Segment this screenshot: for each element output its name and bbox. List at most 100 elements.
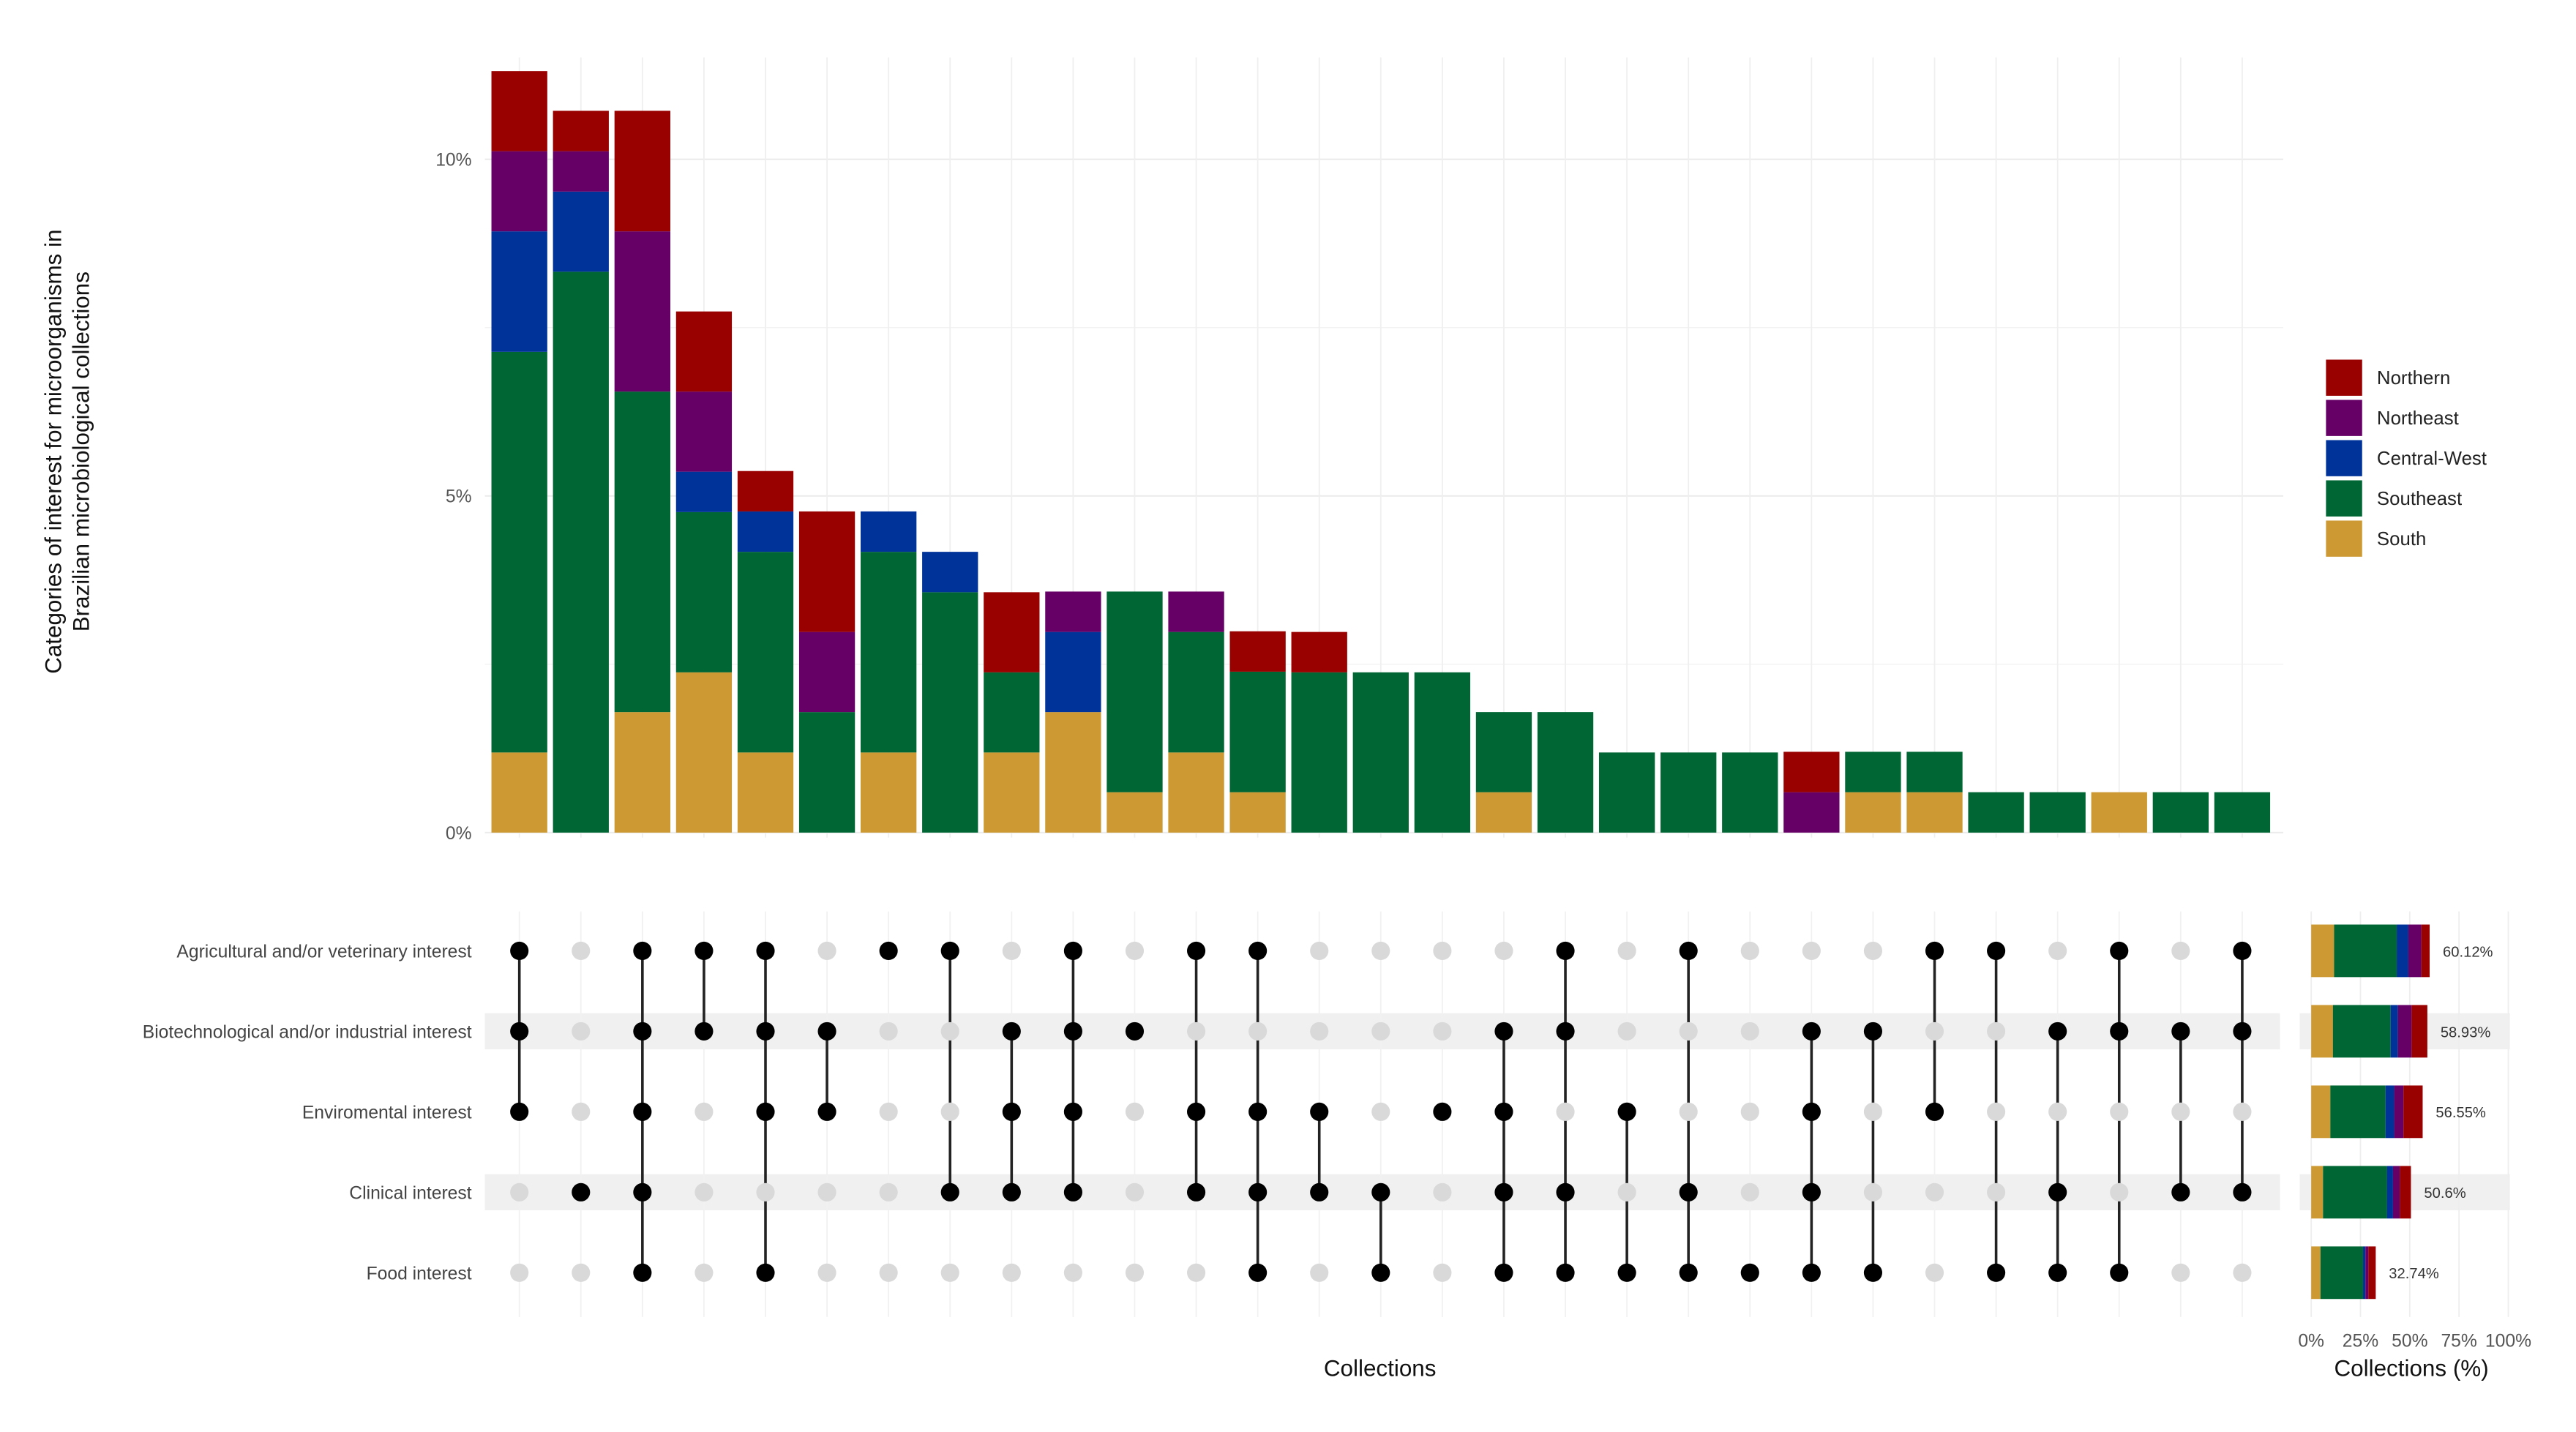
bar-segment-northeast — [1168, 591, 1224, 632]
intersection-dot-filled — [1494, 1182, 1513, 1202]
bar-segment-south — [861, 752, 917, 833]
set-size-label: 32.74% — [2389, 1266, 2439, 1282]
intersection-dot-empty — [2171, 1263, 2190, 1282]
intersection-dot-empty — [1433, 1021, 1452, 1041]
intersection-dot-filled — [2048, 1021, 2067, 1041]
intersection-dot-filled — [1248, 1182, 1268, 1202]
set-size-segment-central-west — [2363, 1246, 2366, 1300]
bar-segment-central-west — [1045, 631, 1101, 713]
bar-segment-southeast — [614, 391, 670, 713]
intersection-dot-filled — [1186, 1182, 1206, 1202]
intersection-dot-filled — [1679, 941, 1698, 960]
bar-segment-northern — [1229, 631, 1286, 672]
bar-segment-northeast — [1045, 591, 1101, 632]
intersection-dot-filled — [2110, 1263, 2129, 1282]
intersection-dot-filled — [756, 1102, 775, 1121]
intersection-dot-empty — [2171, 941, 2190, 960]
intersection-dot-filled — [633, 1021, 652, 1041]
intersection-dot-empty — [1310, 1021, 1329, 1041]
intersection-dot-empty — [1679, 1021, 1698, 1041]
bar-segment-south — [1845, 792, 1901, 833]
intersection-dot-empty — [1248, 1021, 1268, 1041]
legend-swatch-southeast — [2326, 480, 2362, 517]
bar-segment-northern — [491, 71, 547, 151]
x-axis-label: Collections — [1324, 1356, 1437, 1382]
intersection-dot-filled — [1617, 1263, 1636, 1282]
intersection-dot-filled — [817, 1102, 836, 1121]
bar-segment-south — [737, 752, 794, 833]
set-label: Agricultural and/or veterinary interest — [176, 942, 471, 961]
bar-segment-southeast — [1722, 752, 1778, 833]
intersection-dot-empty — [2233, 1263, 2252, 1282]
bar-segment-south — [984, 752, 1040, 833]
intersection-dot-empty — [2233, 1102, 2252, 1121]
intersection-dot-filled — [1556, 1263, 1575, 1282]
legend-label: Northeast — [2377, 408, 2459, 429]
legend-label: South — [2377, 529, 2426, 550]
intersection-dot-empty — [940, 1263, 959, 1282]
set-size-segment-northeast — [2365, 1246, 2369, 1300]
intersection-dot-filled — [572, 1182, 591, 1202]
legend-label: Central-West — [2377, 449, 2487, 469]
intersection-dot-empty — [756, 1182, 775, 1202]
intersection-dot-filled — [2171, 1182, 2190, 1202]
bar-segment-south — [614, 712, 670, 833]
bar-segment-southeast — [2029, 792, 2086, 833]
intersection-dot-empty — [2110, 1102, 2129, 1121]
intersection-dot-empty — [694, 1263, 714, 1282]
intersection-dot-empty — [1925, 1263, 1944, 1282]
intersection-dot-empty — [1186, 1021, 1206, 1041]
legend-swatch-central-west — [2326, 440, 2362, 476]
intersection-dot-empty — [1617, 1021, 1636, 1041]
bar-segment-southeast — [984, 672, 1040, 753]
intersection-dot-filled — [1063, 1102, 1082, 1121]
bar-segment-central-west — [737, 511, 794, 552]
set-size-segment-northeast — [2392, 1166, 2400, 1219]
set-size-segment-south — [2311, 924, 2334, 978]
intersection-dot-filled — [940, 941, 959, 960]
intersection-dot-filled — [2233, 1182, 2252, 1202]
intersection-dot-filled — [633, 1263, 652, 1282]
bar-segment-south — [1229, 792, 1286, 833]
bar-segment-northeast — [675, 391, 733, 472]
intersection-dot-empty — [1925, 1021, 1944, 1041]
intersection-dot-filled — [1433, 1102, 1452, 1121]
intersection-dot-filled — [1494, 1102, 1513, 1121]
intersection-dot-empty — [2048, 1102, 2067, 1121]
intersection-dot-filled — [510, 1021, 529, 1041]
bar-segment-central-west — [491, 231, 547, 352]
intersection-dot-empty — [1987, 1021, 2006, 1041]
intersection-dot-empty — [1310, 1263, 1329, 1282]
intersection-dot-filled — [1063, 941, 1082, 960]
intersection-dot-empty — [1125, 1182, 1145, 1202]
intersection-dot-filled — [1863, 1263, 1883, 1282]
set-size-segment-northeast — [2408, 924, 2422, 978]
legend-swatch-northern — [2326, 359, 2362, 396]
set-label: Food interest — [367, 1264, 472, 1283]
set-size-label: 56.55% — [2435, 1105, 2486, 1121]
bar-segment-southeast — [1229, 671, 1286, 792]
bar-segment-southeast — [1968, 792, 2024, 833]
intersection-dot-empty — [1556, 1102, 1575, 1121]
intersection-dot-empty — [1987, 1182, 2006, 1202]
set-size-segment-south — [2311, 1005, 2333, 1058]
intersection-dot-filled — [1063, 1021, 1082, 1041]
intersection-dot-empty — [1371, 941, 1390, 960]
bar-segment-southeast — [1475, 712, 1532, 792]
intersection-dot-filled — [756, 1263, 775, 1282]
intersection-dot-filled — [1371, 1182, 1390, 1202]
bar-segment-southeast — [737, 552, 794, 753]
intersection-dot-filled — [633, 941, 652, 960]
bar-segment-southeast — [798, 712, 855, 833]
intersection-dot-filled — [1802, 1102, 1821, 1121]
intersection-dot-empty — [879, 1021, 898, 1041]
y-axis-label-line1: Categories of interest for microorganism… — [41, 229, 67, 673]
intersection-dot-empty — [940, 1102, 959, 1121]
intersection-dot-filled — [1125, 1021, 1145, 1041]
bar-segment-northeast — [1783, 792, 1840, 833]
set-size-segment-northern — [2400, 1166, 2411, 1219]
intersection-dot-empty — [1494, 941, 1513, 960]
set-size-segment-central-west — [2397, 924, 2408, 978]
intersection-dot-empty — [1925, 1182, 1944, 1202]
intersection-dot-empty — [1125, 941, 1145, 960]
